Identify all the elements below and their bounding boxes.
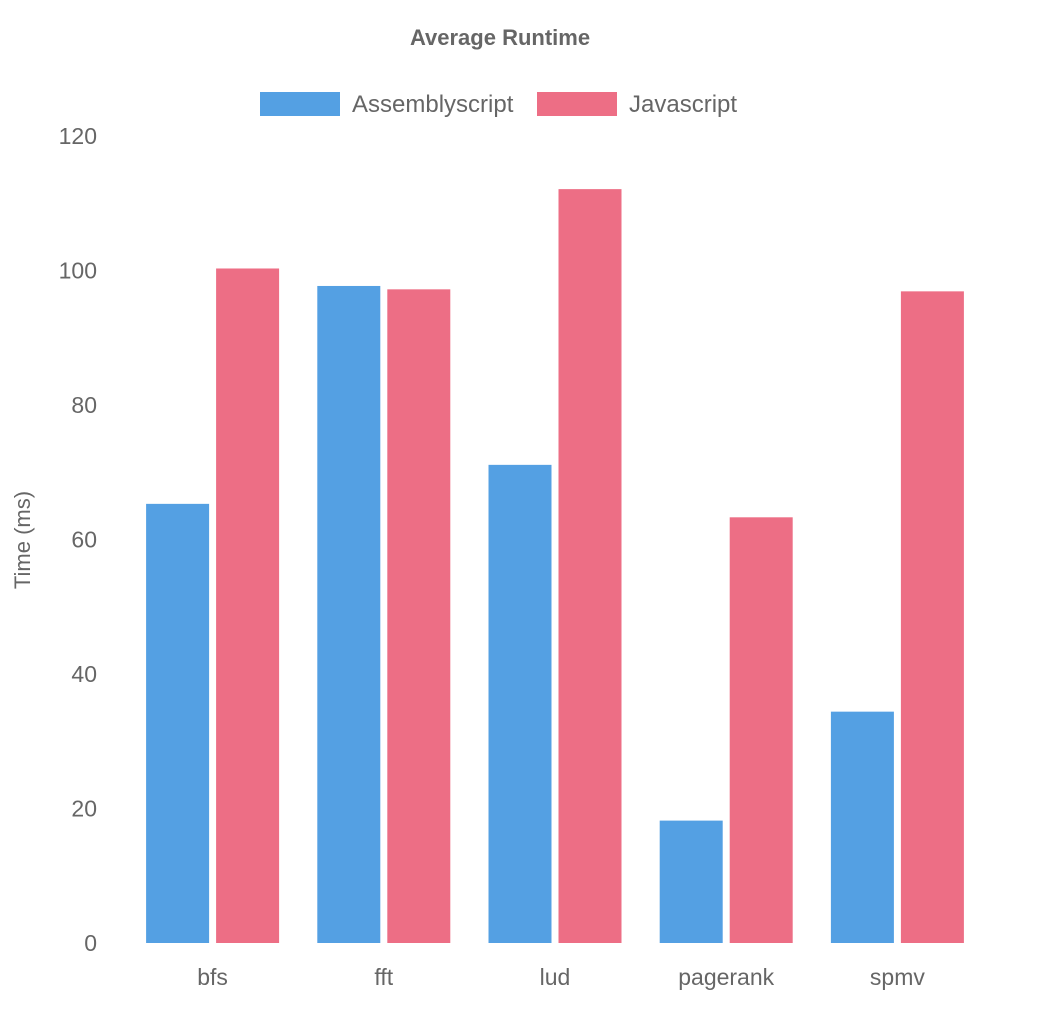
y-tick-label: 120 [59, 123, 97, 149]
y-tick-label: 20 [71, 796, 97, 822]
y-tick-label: 40 [71, 661, 97, 687]
x-tick-label: fft [374, 964, 393, 990]
y-axis-label: Time (ms) [10, 491, 35, 589]
bar-assemblyscript-bfs [146, 503, 210, 943]
bar-assemblyscript-pagerank [659, 820, 723, 943]
legend-label-assemblyscript: Assemblyscript [352, 91, 514, 118]
x-axis-ticks: bfs fft lud pagerank spmv [197, 964, 925, 990]
x-tick-label: lud [540, 964, 571, 990]
y-tick-label: 100 [59, 258, 97, 284]
legend: Assemblyscript Javascript [260, 91, 737, 118]
bar-assemblyscript-lud [488, 464, 552, 943]
bar-javascript-lud [558, 189, 622, 943]
bar-assemblyscript-fft [317, 285, 381, 943]
y-tick-label: 60 [71, 527, 97, 553]
y-tick-label: 0 [84, 930, 97, 956]
legend-swatch-assemblyscript [260, 92, 340, 116]
y-axis-ticks: 0 20 40 60 80 100 120 [59, 123, 97, 956]
bars [146, 189, 964, 944]
bar-javascript-pagerank [729, 517, 793, 943]
bar-javascript-fft [387, 289, 451, 944]
chart-title: Average Runtime [410, 25, 590, 50]
x-tick-label: spmv [870, 964, 925, 990]
bar-assemblyscript-spmv [830, 711, 894, 943]
legend-label-javascript: Javascript [629, 91, 737, 118]
y-tick-label: 80 [71, 392, 97, 418]
x-tick-label: bfs [197, 964, 228, 990]
x-tick-label: pagerank [678, 964, 774, 990]
bar-javascript-bfs [216, 268, 280, 943]
bar-javascript-spmv [900, 291, 964, 943]
legend-swatch-javascript [537, 92, 617, 116]
